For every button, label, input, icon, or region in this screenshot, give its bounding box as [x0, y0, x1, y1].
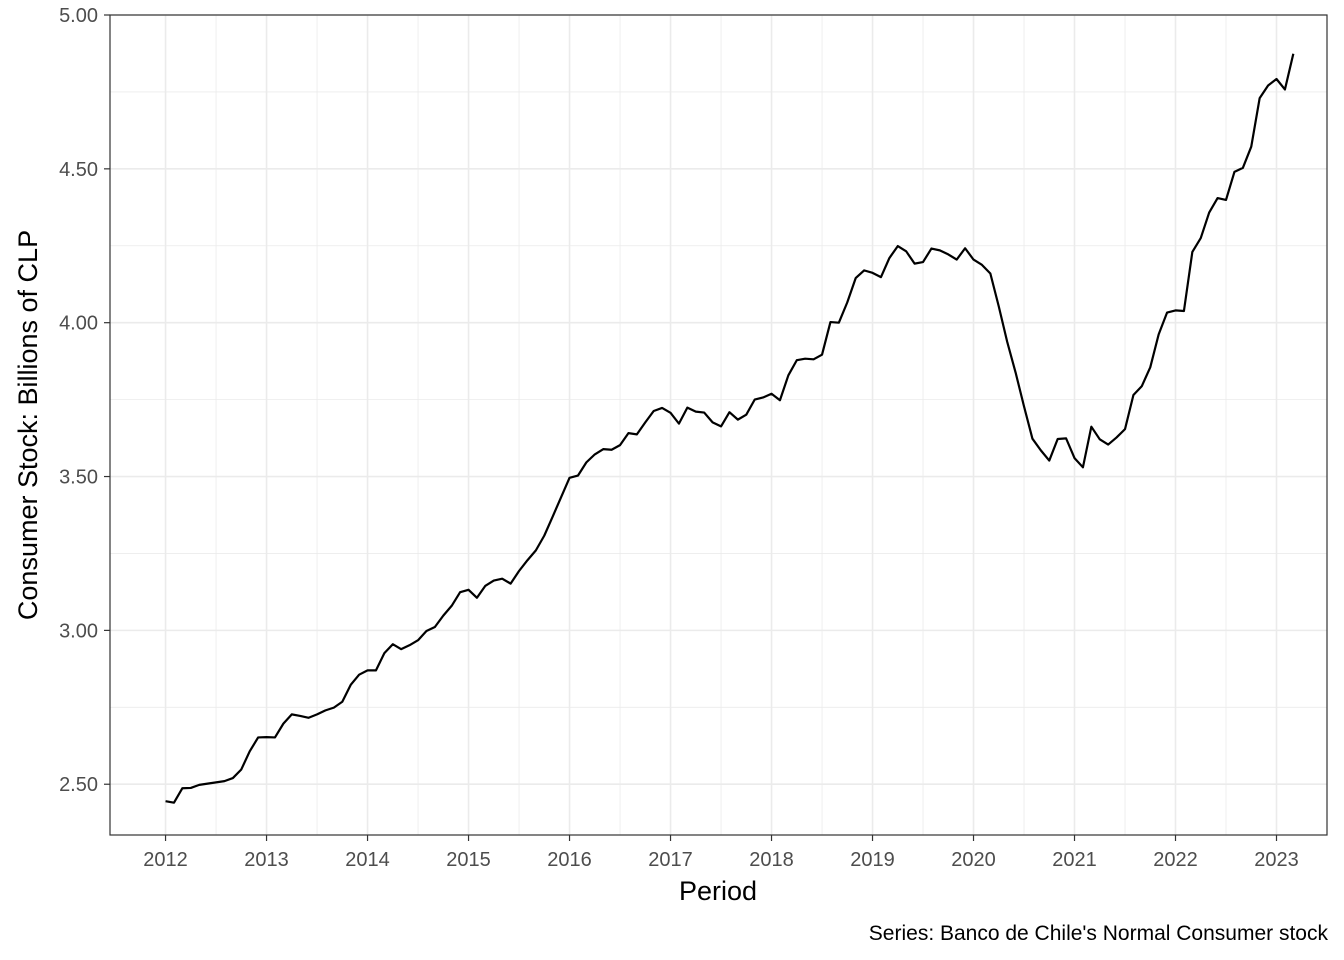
- caption: Series: Banco de Chile's Normal Consumer…: [869, 922, 1329, 945]
- y-tick-label: 4.00: [59, 313, 98, 335]
- y-tick-label: 3.00: [59, 620, 98, 642]
- x-tick-label: 2019: [850, 849, 895, 871]
- x-tick-label: 2014: [345, 849, 390, 871]
- x-axis-title: Period: [679, 876, 757, 906]
- x-tick-label: 2017: [648, 849, 693, 871]
- y-tick-label: 5.00: [59, 5, 98, 27]
- y-tick-label: 4.50: [59, 159, 98, 181]
- y-tick-label: 2.50: [59, 774, 98, 796]
- y-axis-title: Consumer Stock: Billions of CLP: [13, 230, 43, 620]
- y-tick-label: 3.50: [59, 467, 98, 489]
- panel-border: [109, 14, 1328, 836]
- x-tick-label: 2022: [1153, 849, 1198, 871]
- consumer-stock-line: [165, 53, 1295, 804]
- y-axis: 2.50 3.00 3.50 4.00 4.50 5.00: [59, 5, 110, 796]
- x-tick-label: 2018: [749, 849, 794, 871]
- x-tick-label: 2021: [1052, 849, 1097, 871]
- x-tick-label: 2020: [951, 849, 996, 871]
- x-tick-label: 2015: [446, 849, 491, 871]
- x-tick-label: 2023: [1254, 849, 1299, 871]
- x-tick-label: 2012: [143, 849, 188, 871]
- x-axis: 2012 2013 2014 2015 2016 2017 2018 2019 2020 2021…: [143, 835, 1299, 871]
- x-tick-label: 2016: [547, 849, 592, 871]
- x-tick-label: 2013: [244, 849, 289, 871]
